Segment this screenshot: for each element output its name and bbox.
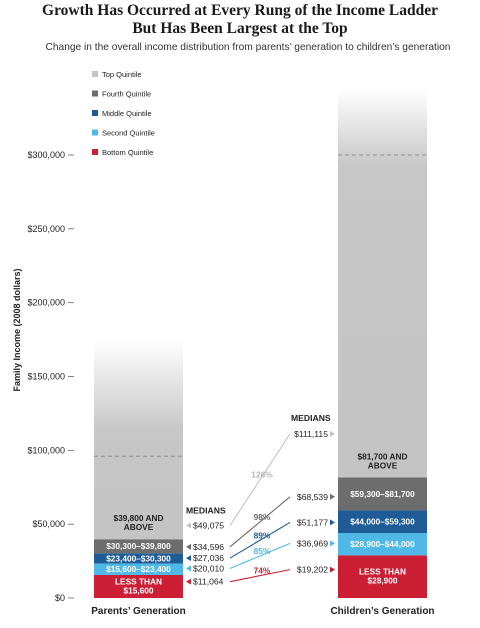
legend-label: Middle Quintile	[102, 109, 152, 118]
medians-heading: MEDIANS	[186, 506, 226, 516]
child-median-marker	[330, 493, 335, 500]
band-label: $23,400–$30,300	[106, 553, 171, 563]
child-median-marker	[330, 540, 335, 547]
band-label: LESS THAN	[115, 576, 162, 586]
y-tick-label: $250,000	[27, 224, 65, 234]
bars	[94, 88, 427, 598]
parent-median-marker	[186, 555, 191, 562]
y-axis: $0 $50,000 $100,000 $150,000 $200,000 $250,00…	[27, 150, 74, 603]
y-tick-label: $200,000	[27, 298, 65, 308]
child-median-marker	[330, 430, 335, 437]
median-connectors	[186, 430, 335, 585]
legend-swatch	[92, 71, 98, 77]
growth-percent: 89%	[254, 530, 271, 540]
parent-median-value: $49,075	[193, 521, 224, 531]
band-label: $15,600	[124, 585, 154, 595]
parent-median-value: $34,596	[193, 542, 224, 552]
growth-percent: 126%	[251, 470, 273, 480]
parent-median-value: $27,036	[193, 553, 224, 563]
band-label: $28,900–$44,000	[350, 539, 415, 549]
child-median-marker	[330, 519, 335, 526]
median-connector	[229, 496, 291, 548]
labels: LESS THAN$15,600$15,600–$23,400$23,400–$…	[91, 413, 434, 617]
growth-percent: 98%	[254, 512, 271, 522]
median-connector	[229, 433, 291, 526]
band-label: $30,300–$39,800	[106, 541, 171, 551]
y-tick-label: $50,000	[32, 519, 65, 529]
child-median-marker	[330, 566, 335, 573]
parent-median-value: $20,010	[193, 563, 224, 573]
parent-median-marker	[186, 578, 191, 585]
chart-title-line2: But Has Been Largest at the Top	[132, 20, 347, 37]
medians-heading: MEDIANS	[291, 413, 331, 423]
child-median-value: $68,539	[297, 492, 328, 502]
bar-band-bottom-quintile	[94, 574, 183, 598]
bar-band-second-quintile	[94, 563, 183, 575]
parent-median-value: $11,064	[193, 577, 224, 587]
median-connector	[229, 569, 291, 583]
band-label: ABOVE	[368, 460, 398, 470]
bar-band-fourth-quintile	[338, 477, 427, 511]
band-label: $15,600–$23,400	[106, 564, 171, 574]
parent-median-marker	[186, 522, 191, 529]
legend-swatch	[92, 110, 98, 116]
legend-label: Fourth Quintile	[102, 90, 151, 99]
band-label: $81,700 AND	[358, 451, 408, 461]
bar-band-top-quintile	[338, 88, 427, 478]
legend-swatch	[92, 129, 98, 136]
parent-median-marker	[186, 565, 191, 572]
legend: Top Quintile Fourth Quintile Middle Quinti…	[92, 70, 155, 157]
y-tick-label: $150,000	[27, 372, 65, 382]
legend-swatch	[92, 149, 98, 155]
band-label: ABOVE	[124, 522, 154, 532]
band-label: $39,800 AND	[114, 513, 164, 523]
band-label: LESS THAN	[359, 567, 406, 577]
bar-band-second-quintile	[338, 533, 427, 556]
child-median-value: $111,115	[294, 429, 328, 439]
bar-band-top-quintile	[94, 339, 183, 540]
bar-band-fourth-quintile	[94, 539, 183, 554]
growth-percent: 74%	[254, 566, 271, 576]
y-tick-label: $100,000	[27, 445, 65, 455]
bar-band-middle-quintile	[338, 510, 427, 534]
y-tick-label: $0	[55, 593, 65, 603]
child-median-value: $51,177	[297, 517, 328, 527]
y-axis-label: Family Income (2008 dollars)	[12, 268, 22, 391]
median-connector	[229, 542, 291, 569]
category-label: Children’s Generation	[330, 606, 434, 617]
bar-band-bottom-quintile	[338, 555, 427, 598]
band-label: $28,900	[368, 576, 398, 586]
chart-title-line1: Growth Has Occurred at Every Rung of the…	[42, 2, 438, 19]
band-label: $59,300–$81,700	[350, 489, 415, 499]
child-median-value: $36,969	[297, 538, 328, 548]
parent-median-marker	[186, 543, 191, 550]
chart-subtitle: Change in the overall income distributio…	[46, 42, 451, 53]
child-median-value: $19,202	[297, 565, 328, 575]
band-label: $44,000–$59,300	[350, 517, 415, 527]
legend-swatch	[92, 90, 98, 97]
y-tick-label: $300,000	[27, 150, 65, 160]
legend-label: Top Quintile	[102, 70, 142, 79]
growth-percent: 85%	[254, 546, 271, 556]
bar-band-middle-quintile	[94, 553, 183, 564]
legend-label: Second Quintile	[102, 129, 155, 138]
median-connector	[229, 521, 291, 559]
category-label: Parents’ Generation	[91, 606, 185, 617]
legend-label: Bottom Quintile	[102, 148, 153, 157]
